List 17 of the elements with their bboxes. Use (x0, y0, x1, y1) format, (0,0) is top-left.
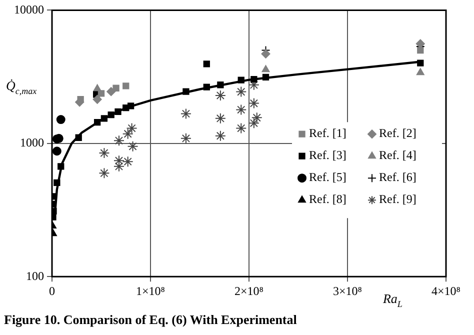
legend-label: Ref. [5] (309, 170, 346, 184)
legend-label: Ref. [2] (379, 126, 416, 140)
legend-label: Ref. [4] (379, 148, 416, 162)
x-tick-label: 3×10⁸ (333, 284, 362, 298)
legend-label: Ref. [1] (309, 126, 346, 140)
x-tick-label: 2×10⁸ (234, 284, 264, 298)
y-tick-label: 10000 (14, 2, 44, 16)
x-tick-label: 1×10⁸ (136, 284, 165, 298)
y-tick-label: 100 (26, 268, 44, 283)
legend-label: Ref. [6] (379, 170, 416, 184)
legend-label: Ref. [3] (309, 148, 346, 162)
legend-label: Ref. [8] (309, 192, 346, 206)
x-tick-label: 4×10⁸ (432, 284, 460, 298)
legend-label: Ref. [9] (379, 192, 416, 206)
y-tick-label: 1000 (20, 136, 44, 150)
caption: Figure 10. Comparison of Eq. (6) With Experimental (3, 312, 298, 328)
x-tick-label: 0 (49, 284, 55, 298)
